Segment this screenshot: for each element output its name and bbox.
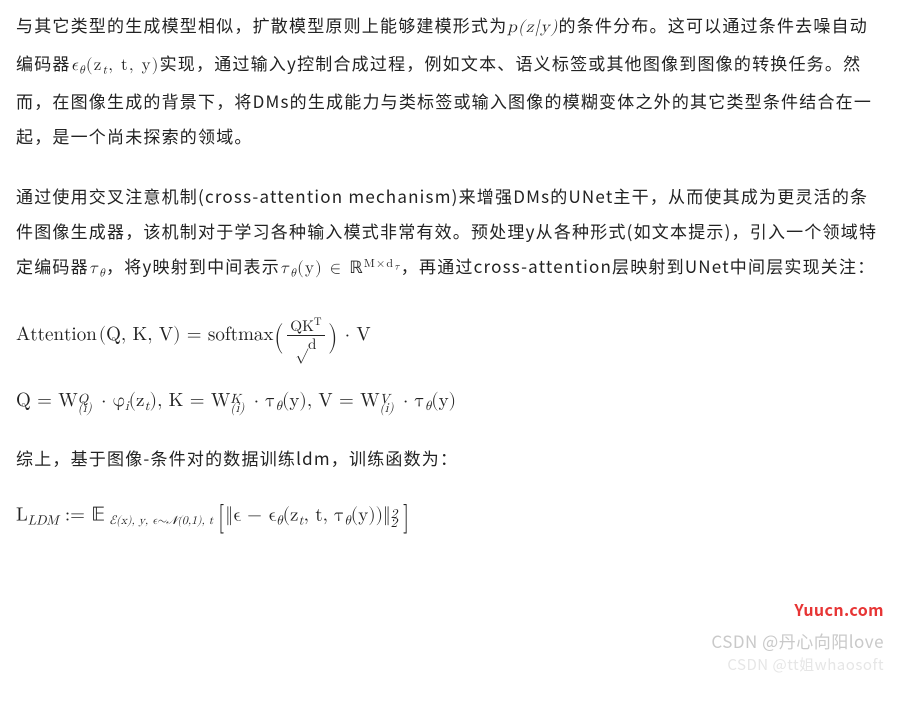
watermark-csdn-2: CSDN @tt姐whaosoft — [727, 654, 884, 675]
paragraph-3: 综上，基于图像-条件对的数据训练ldm，训练函数为： — [16, 441, 884, 476]
p2-math-tauy: τθ(y) ∈ ℝM×dτ — [280, 260, 401, 277]
watermark-csdn-1: CSDN @丹心向阳love — [711, 628, 884, 653]
p1-math-pzy: p(z|y) — [507, 19, 558, 36]
paragraph-2: 通过使用交叉注意机制(cross-attention mechanism)来增强… — [16, 179, 884, 287]
document-page: 与其它类型的生成模型相似，扩散模型原则上能够建模形式为p(z|y)的条件分布。这… — [0, 0, 902, 705]
p2-math-tau: τθ — [89, 260, 106, 277]
equation-attention: Attention (Q, K, V) = softmax( QKT √d ) … — [16, 313, 884, 362]
equation-ldm-loss: LLDM := 𝔼 ℰ(x), y, ϵ∼𝒩(0,1), t [‖ϵ − ϵθ(… — [16, 494, 884, 541]
p1-text-a: 与其它类型的生成模型相似，扩散模型原则上能够建模形式为 — [16, 12, 507, 37]
p2-text-c: ，再通过cross-attention层映射到UNet中间层实现关注： — [401, 253, 876, 278]
p2-text-b: ，将y映射到中间表示 — [106, 253, 280, 278]
paragraph-1: 与其它类型的生成模型相似，扩散模型原则上能够建模形式为p(z|y)的条件分布。这… — [16, 8, 884, 153]
p3-text: 综上，基于图像-条件对的数据训练ldm，训练函数为： — [16, 445, 458, 470]
p1-math-eps: ϵθ(zt, t, y) — [71, 57, 160, 74]
equation-qkv: Q = W(i)Q · φi(zt), K = W(i)K · τθ(y), V… — [16, 386, 884, 417]
watermark-yuucn: Yuucn.com — [794, 597, 884, 621]
